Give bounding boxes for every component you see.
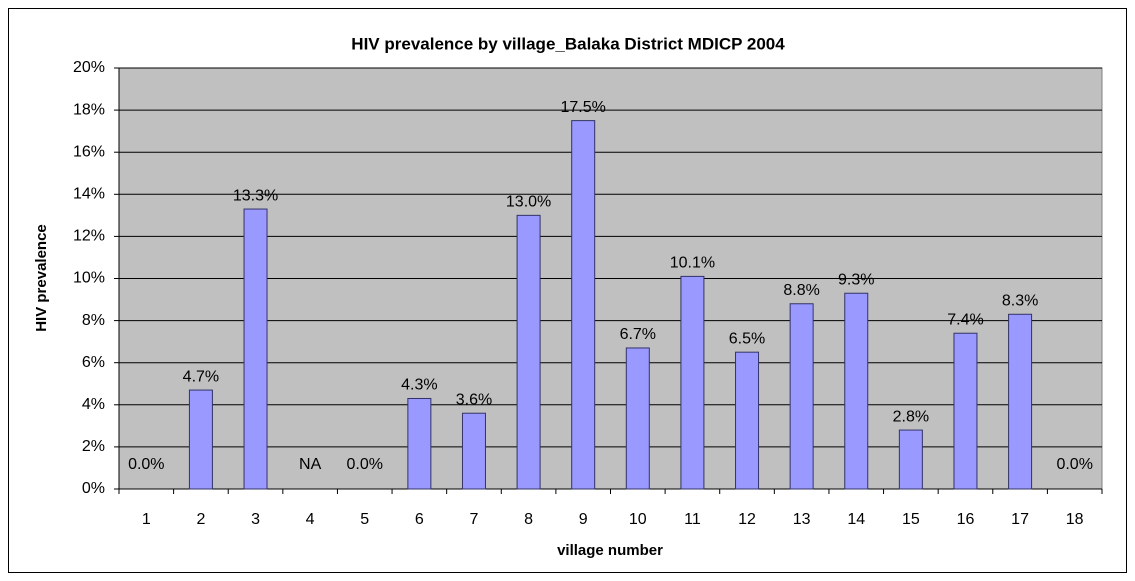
- bar: [953, 332, 978, 490]
- y-tick-label: 2%: [82, 438, 105, 455]
- bar: [407, 397, 432, 490]
- bar: [789, 303, 814, 490]
- bar: [516, 214, 541, 490]
- data-label: 4.3%: [401, 377, 437, 394]
- y-tick-label: 4%: [82, 396, 105, 413]
- bar: [461, 412, 486, 490]
- bar: [571, 120, 596, 490]
- bar: [243, 208, 268, 490]
- data-label: 6.5%: [729, 330, 765, 347]
- bar: [625, 347, 650, 490]
- x-tick-label: 6: [415, 511, 424, 528]
- x-tick-label: 1: [142, 511, 151, 528]
- y-tick-label: 20%: [73, 59, 105, 76]
- y-tick-label: 0%: [82, 480, 105, 497]
- data-label: 0.0%: [347, 456, 383, 473]
- data-label: 9.3%: [838, 271, 874, 288]
- bar: [898, 429, 923, 490]
- data-label: 0.0%: [1056, 456, 1092, 473]
- y-tick-label: 18%: [73, 101, 105, 118]
- data-label: 8.8%: [783, 282, 819, 299]
- y-axis-title: HIV prevalence: [33, 224, 50, 332]
- x-tick-label: 12: [738, 511, 756, 528]
- x-tick-label: 10: [629, 511, 647, 528]
- x-tick-label: 18: [1066, 511, 1084, 528]
- data-label: 7.4%: [947, 311, 983, 328]
- chart-title: HIV prevalence by village_Balaka Distric…: [351, 34, 785, 53]
- x-tick-label: 5: [360, 511, 369, 528]
- y-tick-label: 8%: [82, 312, 105, 329]
- x-tick-label: 13: [793, 511, 811, 528]
- x-tick-label: 8: [524, 511, 533, 528]
- x-tick-label: 14: [847, 511, 865, 528]
- data-label: 17.5%: [561, 99, 606, 116]
- y-tick-label: 10%: [73, 270, 105, 287]
- x-tick-label: 3: [251, 511, 260, 528]
- data-label: 13.3%: [233, 187, 278, 204]
- data-label: 8.3%: [1002, 293, 1038, 310]
- x-tick-label: 11: [684, 511, 701, 528]
- x-tick-label: 2: [196, 511, 205, 528]
- x-tick-label: 9: [579, 511, 588, 528]
- data-label: 6.7%: [620, 326, 656, 343]
- y-tick-label: 6%: [82, 354, 105, 371]
- bar: [680, 275, 705, 490]
- x-tick-label: 7: [470, 511, 479, 528]
- x-tick-label: 16: [957, 511, 975, 528]
- data-label: 3.6%: [456, 391, 492, 408]
- bar: [735, 351, 760, 490]
- y-tick-label: 16%: [73, 143, 105, 160]
- y-tick-label: 14%: [73, 186, 105, 203]
- data-label: 0.0%: [128, 456, 164, 473]
- data-label: 4.7%: [183, 368, 219, 385]
- x-axis-title: village number: [557, 542, 663, 559]
- data-label: 10.1%: [670, 255, 715, 272]
- bar: [1008, 313, 1033, 490]
- bar: [188, 389, 213, 490]
- x-tick-label: 15: [902, 511, 920, 528]
- x-tick-label: 4: [306, 511, 315, 528]
- data-label: NA: [299, 456, 322, 473]
- y-tick-label: 12%: [73, 228, 105, 245]
- bar: [844, 292, 869, 490]
- x-tick-label: 17: [1011, 511, 1029, 528]
- data-label: 13.0%: [506, 194, 551, 211]
- data-label: 2.8%: [893, 408, 929, 425]
